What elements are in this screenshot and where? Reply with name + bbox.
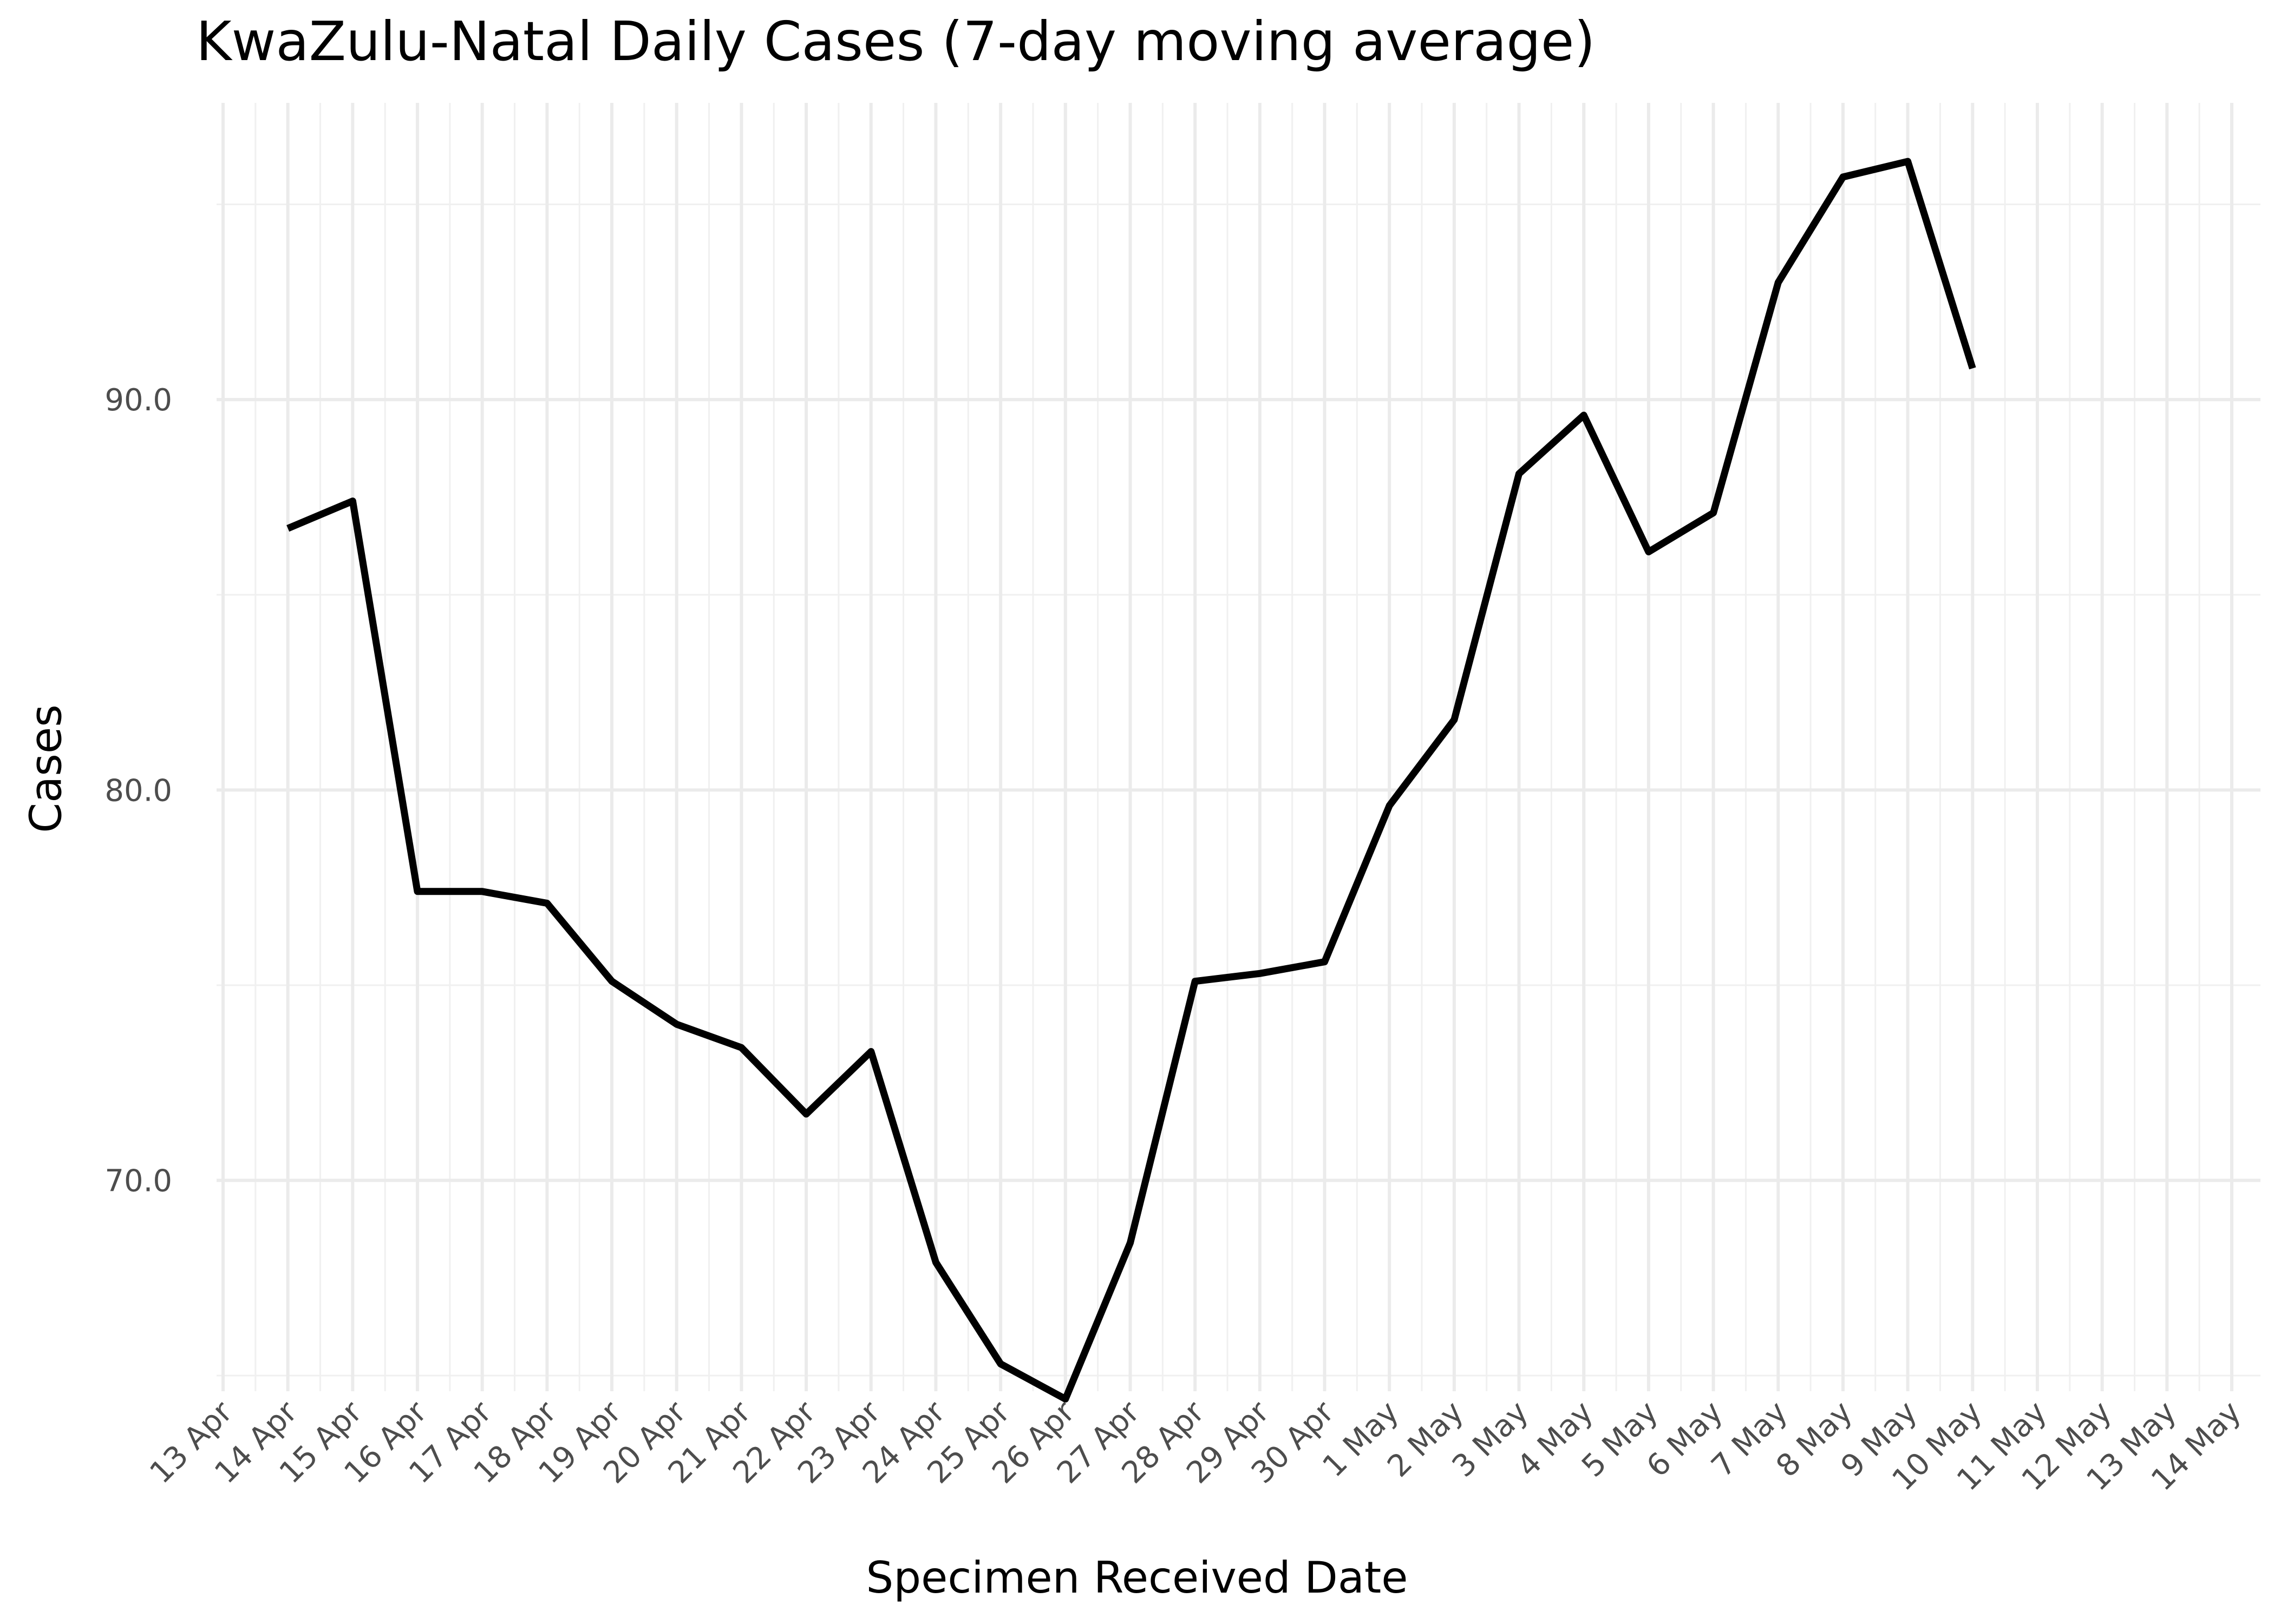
y-tick-label: 80.0 [104,773,172,808]
y-tick-label: 90.0 [104,383,172,418]
major-gridlines [217,103,2260,1391]
chart-title: KwaZulu-Natal Daily Cases (7-day moving … [196,10,1596,73]
series-layer [286,158,1976,1403]
minor-gridlines [217,103,2260,1391]
x-axis-title: Specimen Received Date [866,1553,1408,1603]
y-axis-title: Cases [21,704,71,833]
series-line [286,158,1976,1403]
y-tick-labels: 70.0 80.0 90.0 [104,383,172,1199]
y-tick-label: 70.0 [104,1164,172,1199]
